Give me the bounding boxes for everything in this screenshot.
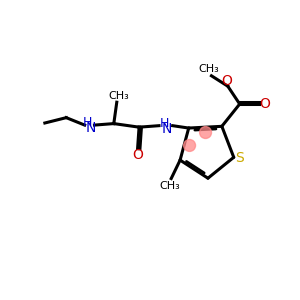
Text: H: H bbox=[160, 117, 169, 130]
Text: S: S bbox=[235, 151, 244, 165]
Text: O: O bbox=[221, 74, 232, 88]
Circle shape bbox=[200, 127, 211, 139]
Text: N: N bbox=[161, 122, 172, 136]
Text: CH₃: CH₃ bbox=[198, 64, 219, 74]
Text: O: O bbox=[132, 148, 143, 162]
Text: CH₃: CH₃ bbox=[108, 91, 129, 101]
Circle shape bbox=[184, 140, 196, 152]
Text: O: O bbox=[260, 97, 270, 111]
Text: CH₃: CH₃ bbox=[159, 181, 180, 191]
Text: H: H bbox=[82, 116, 92, 129]
Text: N: N bbox=[86, 121, 96, 135]
